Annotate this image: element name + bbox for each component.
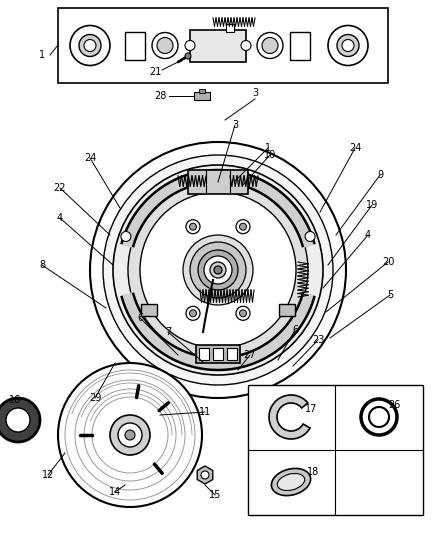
Circle shape	[190, 223, 197, 230]
Text: 24: 24	[349, 143, 361, 153]
Circle shape	[157, 37, 173, 53]
Circle shape	[369, 407, 389, 427]
Circle shape	[361, 399, 397, 435]
Circle shape	[84, 39, 96, 52]
Circle shape	[262, 37, 278, 53]
Circle shape	[70, 26, 110, 66]
Circle shape	[214, 266, 222, 274]
Circle shape	[0, 398, 40, 442]
Circle shape	[186, 220, 200, 233]
Text: 1: 1	[39, 50, 45, 60]
Circle shape	[240, 223, 247, 230]
Circle shape	[140, 192, 296, 348]
Text: 7: 7	[165, 327, 171, 337]
Text: 14: 14	[109, 487, 121, 497]
Text: 16: 16	[9, 395, 21, 405]
Circle shape	[103, 155, 333, 385]
Bar	[248, 385, 423, 515]
Circle shape	[337, 35, 359, 56]
Circle shape	[198, 250, 238, 290]
Text: 12: 12	[42, 470, 54, 480]
Text: 3: 3	[252, 88, 258, 98]
Text: 27: 27	[244, 350, 256, 360]
Bar	[213, 348, 223, 360]
Circle shape	[79, 35, 101, 56]
Circle shape	[240, 310, 247, 317]
Circle shape	[186, 306, 200, 320]
Circle shape	[110, 415, 150, 455]
Circle shape	[121, 231, 131, 241]
Polygon shape	[121, 293, 314, 370]
Bar	[190, 29, 246, 61]
Text: 1: 1	[265, 143, 271, 153]
Circle shape	[6, 408, 30, 432]
Circle shape	[185, 53, 191, 59]
Bar	[199, 89, 205, 93]
Text: 10: 10	[264, 150, 276, 160]
Circle shape	[201, 471, 209, 479]
Circle shape	[90, 142, 346, 398]
Bar	[58, 8, 388, 83]
Text: 11: 11	[199, 407, 211, 417]
Text: 8: 8	[39, 260, 45, 270]
Bar	[188, 170, 248, 194]
Bar	[196, 345, 240, 363]
Bar	[194, 92, 210, 100]
Circle shape	[183, 235, 253, 305]
Circle shape	[342, 39, 354, 52]
Ellipse shape	[277, 473, 305, 490]
Text: 6: 6	[292, 325, 298, 335]
Text: 24: 24	[84, 153, 96, 163]
Bar	[227, 348, 237, 360]
Circle shape	[58, 363, 202, 507]
Circle shape	[328, 26, 368, 66]
Bar	[279, 304, 295, 316]
Text: 28: 28	[154, 91, 166, 101]
Circle shape	[305, 231, 315, 241]
Ellipse shape	[272, 469, 311, 496]
Text: 22: 22	[54, 183, 66, 193]
Bar	[226, 23, 234, 31]
Bar	[141, 304, 157, 316]
Text: 20: 20	[382, 257, 394, 267]
Circle shape	[204, 256, 232, 284]
Text: 19: 19	[366, 200, 378, 210]
Text: 29: 29	[89, 393, 101, 403]
Circle shape	[190, 310, 197, 317]
Text: 4: 4	[365, 230, 371, 240]
Text: 18: 18	[307, 467, 319, 477]
Circle shape	[236, 220, 250, 233]
Wedge shape	[269, 395, 310, 439]
Bar	[290, 31, 310, 60]
Circle shape	[210, 262, 226, 278]
Circle shape	[236, 306, 250, 320]
Circle shape	[185, 41, 195, 51]
Circle shape	[241, 41, 251, 51]
Circle shape	[128, 180, 308, 360]
Text: 15: 15	[209, 490, 221, 500]
Text: 5: 5	[387, 290, 393, 300]
Text: 26: 26	[388, 400, 400, 410]
Bar	[199, 348, 209, 360]
Bar	[125, 31, 145, 60]
Circle shape	[257, 33, 283, 59]
Text: 9: 9	[377, 170, 383, 180]
Text: 4: 4	[57, 213, 63, 223]
Circle shape	[118, 423, 142, 447]
Circle shape	[125, 430, 135, 440]
Text: 6: 6	[137, 313, 143, 323]
Text: 3: 3	[232, 120, 238, 130]
Circle shape	[113, 165, 323, 375]
Text: 21: 21	[149, 67, 161, 77]
Text: 23: 23	[312, 335, 324, 345]
Text: 17: 17	[305, 404, 317, 414]
Circle shape	[190, 242, 246, 298]
Polygon shape	[121, 170, 314, 247]
Circle shape	[152, 33, 178, 59]
